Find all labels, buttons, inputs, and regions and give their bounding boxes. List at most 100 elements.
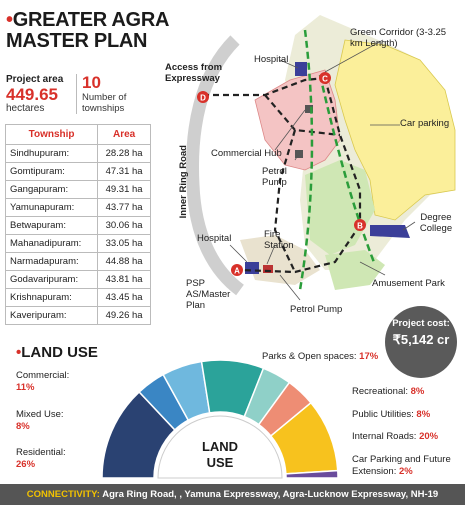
fire-station-label: Fire Station (264, 229, 294, 251)
psp-label: PSP AS/Master Plan (186, 278, 231, 311)
table-row: Yamunapuram: 43.77 ha (4, 198, 151, 217)
project-area-value: 449.65 (6, 85, 58, 104)
legend-parks-name: Parks & Open spaces: (262, 351, 357, 362)
legend-commercial-name: Commercial: (16, 370, 70, 381)
leader-line (266, 244, 276, 265)
project-area-label: Project area (6, 74, 64, 85)
hospital-top-label: Hospital (254, 54, 289, 65)
legend-car-parking: Car Parking and Future Extension: 2% (352, 454, 460, 478)
table-header-area: Area (97, 124, 151, 145)
residential-zone (334, 39, 456, 221)
project-cost-value: ₹5,142 cr (392, 332, 450, 347)
internal-road (203, 76, 326, 97)
legend-commercial: Commercial: 11% (16, 370, 69, 394)
petrol-pump-bottom-label: Petrol Pump (290, 304, 343, 315)
commercial-building (305, 105, 313, 113)
leader-line (274, 109, 306, 151)
legend-car-parking-pct: 2% (399, 466, 413, 477)
connectivity-key: CONNECTIVITY: (26, 489, 100, 500)
leader-line (279, 59, 299, 69)
land-use-title-text: LAND USE (21, 344, 98, 361)
township-area: 49.31 ha (97, 180, 151, 199)
master-plan-map: D C B A (186, 15, 456, 301)
green-corridor-line (298, 29, 314, 291)
leader-line (324, 39, 384, 73)
table-row: Narmadapuram: 44.88 ha (4, 252, 151, 271)
internal-road (273, 129, 297, 273)
connectivity-value: Agra Ring Road, , Yamuna Expressway, Agr… (102, 489, 439, 500)
marker-b (354, 219, 366, 231)
green-corridor-line (318, 74, 377, 266)
amusement-park-label: Amusement Park (372, 278, 445, 289)
leader-line (229, 244, 248, 263)
project-area-unit: hectares (6, 103, 45, 114)
township-name: Yamunapuram: (4, 198, 99, 217)
township-table: Township Area Sindhupuram: 28.28 ha Gomti… (4, 124, 151, 325)
legend-mixed-use-name: Mixed Use: (16, 409, 64, 420)
marker-a (231, 264, 243, 276)
inner-ring-road-label: Inner Ring Road (178, 145, 189, 219)
marker-a-label: A (234, 267, 240, 276)
township-area: 43.77 ha (97, 198, 151, 217)
land-use-segment-7 (285, 469, 339, 479)
legend-internal-roads-pct: 20% (419, 431, 439, 442)
green-zone (325, 250, 385, 290)
land-use-title: •LAND USE (16, 344, 98, 361)
legend-recreational: Recreational: 8% (352, 386, 424, 398)
township-name: Betwapuram: (4, 216, 99, 235)
township-name: Narmadapuram: (4, 252, 99, 271)
hospital-building (295, 62, 307, 76)
internal-road (323, 77, 362, 225)
connectivity-bar: CONNECTIVITY: Agra Ring Road, , Yamuna E… (0, 484, 465, 505)
legend-public-utilities-pct: 8% (416, 409, 431, 420)
college-building (370, 225, 410, 238)
table-row: Mahanadipuram: 33.05 ha (4, 234, 151, 253)
petrol-pump-label: Petrol Pump (262, 166, 287, 188)
legend-internal-roads: Internal Roads: 20% (352, 431, 438, 443)
leader-line (359, 261, 386, 276)
legend-mixed-use: Mixed Use: 8% (16, 409, 64, 433)
page-title: •GREATER AGRA MASTER PLAN (6, 10, 169, 52)
marker-c-label: C (322, 75, 328, 84)
legend-car-parking-name: Car Parking and Future Extension: (352, 454, 451, 477)
township-area: 33.05 ha (97, 234, 151, 253)
inner-ring-road-shape (186, 35, 245, 296)
title-line-1: GREATER AGRA (12, 9, 170, 31)
townships-label: Number of townships (82, 92, 127, 114)
legend-commercial-pct: 11% (16, 382, 35, 393)
legend-parks: Parks & Open spaces: 17% (262, 351, 378, 363)
table-row: Krishnapuram: 43.45 ha (4, 288, 151, 307)
table-row: Sindhupuram: 28.28 ha (4, 144, 151, 163)
township-name: Gangapuram: (4, 180, 99, 199)
legend-public-utilities-name: Public Utilities: (352, 409, 414, 420)
township-area: 30.06 ha (97, 216, 151, 235)
internal-road (239, 224, 361, 274)
hospital-building (245, 262, 259, 274)
car-parking-label: Car parking (400, 118, 450, 129)
marker-b-label: B (357, 222, 363, 231)
legend-residential: Residential: 26% (16, 447, 66, 471)
township-name: Sindhupuram: (4, 144, 99, 163)
degree-college-label: Degree College (419, 212, 453, 234)
legend-recreational-name: Recreational: (352, 386, 408, 397)
project-cost-label: Project cost: (392, 318, 450, 329)
townships-count: 10 (82, 73, 101, 92)
legend-public-utilities: Public Utilities: 8% (352, 409, 430, 421)
access-expressway-label: Access from Expressway (165, 62, 223, 84)
township-area: 43.81 ha (97, 270, 151, 289)
leader-line (402, 221, 416, 231)
land-use-chart: LAND USE (101, 359, 339, 479)
legend-internal-roads-name: Internal Roads: (352, 431, 417, 442)
legend-residential-pct: 26% (16, 459, 36, 470)
marker-d (197, 91, 209, 103)
project-cost-badge: Project cost: ₹5,142 cr (385, 306, 457, 378)
marker-c (319, 72, 331, 84)
legend-recreational-pct: 8% (410, 386, 425, 397)
table-row: Kaveripuram: 49.26 ha (4, 306, 151, 325)
legend-mixed-use-pct: 8% (16, 421, 30, 432)
petrol-pump-building (295, 150, 303, 158)
hospital-bottom-label: Hospital (197, 233, 232, 244)
green-corridor-label: Green Corridor (3-3.25 km Length) (350, 27, 447, 49)
center-label-land: LAND (202, 439, 238, 454)
township-area: 28.28 ha (97, 144, 151, 163)
